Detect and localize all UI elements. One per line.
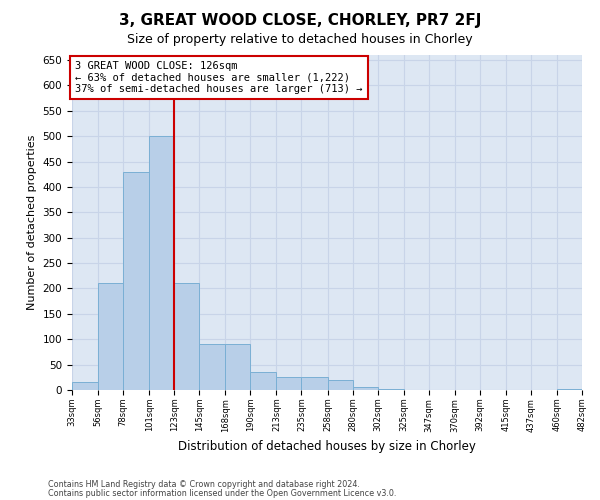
Bar	[123, 172, 149, 390]
Bar	[377, 389, 404, 390]
Bar	[328, 380, 353, 390]
Text: 3, GREAT WOOD CLOSE, CHORLEY, PR7 2FJ: 3, GREAT WOOD CLOSE, CHORLEY, PR7 2FJ	[119, 12, 481, 28]
Bar	[226, 344, 250, 390]
Bar	[301, 378, 328, 390]
Y-axis label: Number of detached properties: Number of detached properties	[27, 135, 37, 310]
X-axis label: Distribution of detached houses by size in Chorley: Distribution of detached houses by size …	[178, 440, 476, 453]
Bar	[353, 388, 377, 390]
Bar	[277, 378, 301, 390]
Bar	[250, 372, 277, 390]
Bar	[199, 344, 226, 390]
Text: Size of property relative to detached houses in Chorley: Size of property relative to detached ho…	[127, 32, 473, 46]
Bar	[72, 382, 98, 390]
Text: Contains public sector information licensed under the Open Government Licence v3: Contains public sector information licen…	[48, 489, 397, 498]
Bar	[174, 284, 199, 390]
Text: 3 GREAT WOOD CLOSE: 126sqm
← 63% of detached houses are smaller (1,222)
37% of s: 3 GREAT WOOD CLOSE: 126sqm ← 63% of deta…	[76, 61, 363, 94]
Bar	[557, 389, 582, 390]
Bar	[98, 284, 123, 390]
Text: Contains HM Land Registry data © Crown copyright and database right 2024.: Contains HM Land Registry data © Crown c…	[48, 480, 360, 489]
Bar	[149, 136, 174, 390]
